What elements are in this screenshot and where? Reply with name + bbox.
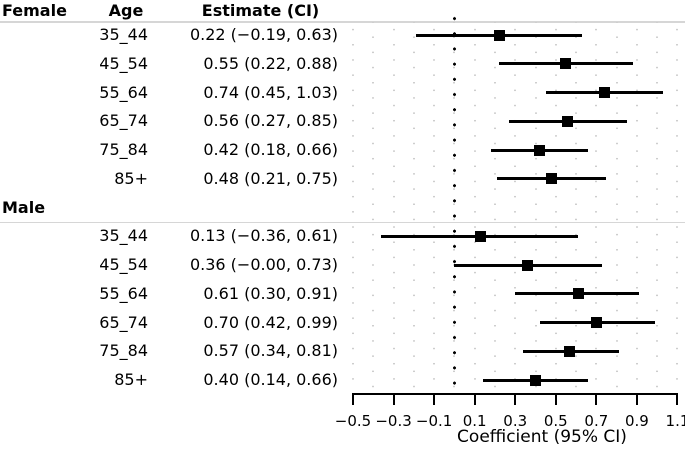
x-axis-tick [433,395,436,405]
x-axis-tick-label: 1.1 [665,412,685,430]
estimate-label: 0.13 (−0.36, 0.61) [189,226,338,246]
age-label: 35_44 [99,25,148,45]
x-axis-tick-label: −0.1 [415,412,453,430]
age-label: 75_84 [99,341,148,361]
x-axis-tick [392,395,395,405]
grid-line [595,22,598,391]
estimate-label: 0.36 (−0.00, 0.73) [189,255,338,275]
grid-line [372,22,375,391]
grid-line [493,22,496,391]
point-estimate-marker [475,230,487,242]
x-axis-tick [473,395,476,405]
x-axis-tick [635,395,638,405]
x-axis-tick-label: 0.5 [543,412,568,430]
x-axis-tick-label: −0.5 [334,412,372,430]
group-header-male: Male [2,197,46,217]
x-axis-tick [676,395,679,405]
point-estimate-marker [493,29,505,41]
x-axis-tick-label: 0.1 [462,412,487,430]
estimate-label: 0.56 (0.27, 0.85) [203,111,338,131]
x-axis-tick [514,395,517,405]
grid-line [473,22,476,391]
x-axis-tick [595,395,598,405]
x-axis-line [352,393,678,395]
male-separator-line [0,221,685,223]
x-axis-tick [352,395,354,405]
age-column-header: Age [108,1,144,20]
estimate-label: 0.48 (0.21, 0.75) [203,168,338,188]
point-estimate-marker [562,115,574,127]
grid-line [352,22,354,391]
age-label: 75_84 [99,140,148,160]
estimate-label: 0.42 (0.18, 0.66) [203,140,338,160]
estimate-label: 0.55 (0.22, 0.88) [203,53,338,73]
age-label: 85+ [114,168,148,188]
estimate-label: 0.74 (0.45, 1.03) [203,82,338,102]
age-label: 45_54 [99,255,148,275]
estimate-column-header: Estimate (CI) [201,1,320,20]
header-separator-line [0,21,685,23]
point-estimate-marker [590,317,602,329]
x-axis-tick [554,395,557,405]
point-estimate-marker [521,259,533,271]
grid-line [554,22,557,391]
estimate-label: 0.22 (−0.19, 0.63) [189,25,338,45]
group-header-female: Female [2,1,67,20]
grid-line [656,22,659,391]
estimate-label: 0.70 (0.42, 0.99) [203,312,338,332]
x-axis-tick-label: 0.3 [503,412,528,430]
grid-line [392,22,395,391]
age-label: 85+ [114,370,148,390]
estimate-label: 0.40 (0.14, 0.66) [203,370,338,390]
point-estimate-marker [560,58,572,70]
x-axis-tick-label: 0.9 [624,412,649,430]
zero-reference-line [452,11,456,395]
age-label: 55_64 [99,82,148,102]
x-axis-tick-label: 0.7 [584,412,609,430]
point-estimate-marker [598,87,610,99]
grid-line [676,22,679,391]
point-estimate-marker [546,173,558,185]
point-estimate-marker [564,345,576,357]
point-estimate-marker [530,374,542,386]
grid-line [615,22,618,391]
estimate-label: 0.57 (0.34, 0.81) [203,341,338,361]
grid-line [534,22,537,391]
x-axis-tick-label: −0.3 [375,412,412,430]
estimate-label: 0.61 (0.30, 0.91) [203,283,338,303]
age-label: 35_44 [99,226,148,246]
age-label: 55_64 [99,283,148,303]
age-label: 65_74 [99,111,148,131]
grid-line [635,22,638,391]
grid-line [514,22,517,391]
age-label: 65_74 [99,312,148,332]
grid-line [433,22,436,391]
grid-line [412,22,415,391]
point-estimate-marker [534,144,546,156]
x-axis-title: Coefficient (95% CI) [457,427,627,447]
grid-line [575,22,578,391]
point-estimate-marker [572,288,584,300]
age-label: 45_54 [99,53,148,73]
